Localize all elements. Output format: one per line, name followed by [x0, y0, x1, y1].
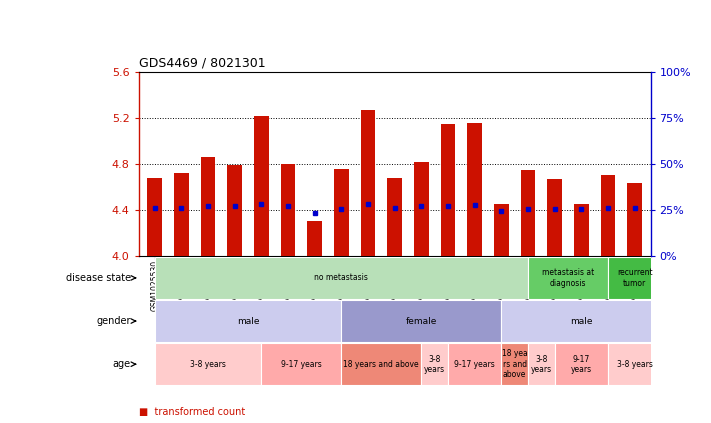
- Bar: [147, 178, 162, 256]
- Text: recurrent
tumor: recurrent tumor: [616, 268, 653, 288]
- Bar: [155, 300, 341, 342]
- Bar: [601, 176, 615, 256]
- Bar: [307, 221, 322, 256]
- Bar: [155, 257, 528, 299]
- Text: 3-8 years: 3-8 years: [616, 360, 653, 369]
- Bar: [608, 343, 661, 385]
- Text: 9-17 years: 9-17 years: [454, 360, 495, 369]
- Bar: [441, 124, 455, 256]
- Text: metastasis at
diagnosis: metastasis at diagnosis: [542, 268, 594, 288]
- Bar: [421, 343, 448, 385]
- Text: age: age: [113, 359, 131, 369]
- Bar: [155, 343, 262, 385]
- Text: ■  transformed count: ■ transformed count: [139, 407, 245, 417]
- Bar: [501, 300, 661, 342]
- Bar: [281, 164, 295, 256]
- Text: male: male: [570, 316, 592, 326]
- Text: 3-8 years: 3-8 years: [190, 360, 226, 369]
- Text: 3-8
years: 3-8 years: [424, 354, 445, 374]
- Text: 3-8
years: 3-8 years: [530, 354, 552, 374]
- Bar: [414, 162, 429, 256]
- Bar: [254, 115, 269, 256]
- Bar: [334, 168, 348, 256]
- Bar: [528, 257, 608, 299]
- Bar: [341, 300, 501, 342]
- Bar: [494, 204, 508, 256]
- Bar: [467, 123, 482, 256]
- Text: disease state: disease state: [66, 273, 131, 283]
- Text: female: female: [405, 316, 437, 326]
- Bar: [228, 165, 242, 256]
- Text: 18 yea
rs and
above: 18 yea rs and above: [502, 349, 528, 379]
- Bar: [520, 170, 535, 256]
- Bar: [262, 343, 341, 385]
- Bar: [448, 343, 501, 385]
- Bar: [555, 343, 608, 385]
- Bar: [387, 178, 402, 256]
- Text: GDS4469 / 8021301: GDS4469 / 8021301: [139, 56, 265, 69]
- Bar: [501, 343, 528, 385]
- Text: 9-17 years: 9-17 years: [281, 360, 321, 369]
- Text: male: male: [237, 316, 260, 326]
- Text: 9-17
years: 9-17 years: [571, 354, 592, 374]
- Bar: [528, 343, 555, 385]
- Bar: [360, 110, 375, 256]
- Bar: [341, 343, 421, 385]
- Bar: [201, 157, 215, 256]
- Text: no metastasis: no metastasis: [314, 273, 368, 283]
- Text: gender: gender: [97, 316, 131, 326]
- Text: 18 years and above: 18 years and above: [343, 360, 419, 369]
- Bar: [547, 179, 562, 256]
- Bar: [627, 184, 642, 256]
- Bar: [608, 257, 661, 299]
- Bar: [174, 173, 188, 256]
- Bar: [574, 204, 589, 256]
